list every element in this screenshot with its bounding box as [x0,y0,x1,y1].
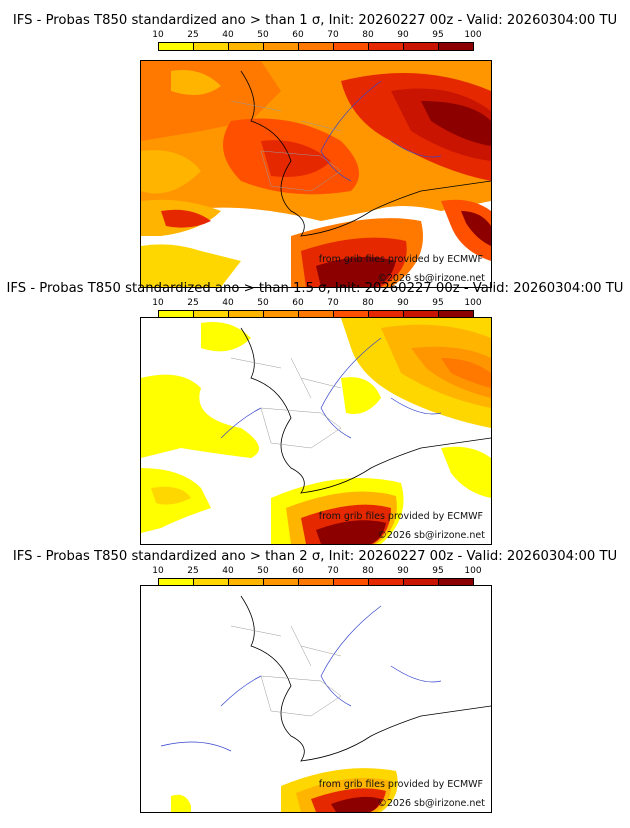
colorbar-label: 10 [152,566,164,576]
copyright-credit: ©2026 sb@irizone.net [377,530,485,541]
colorbar-segment [369,311,404,318]
colorbar-segment [404,43,439,50]
colorbar-segment [194,579,229,586]
colorbar-label: 25 [187,298,199,308]
colorbar [158,42,474,51]
panel-title: IFS - Probas T850 standardized ano > tha… [12,13,618,28]
colorbar-labels: 10 25 40 50 60 70 80 90 95 100 [150,566,490,576]
colorbar-segment [159,311,194,318]
probability-map: from grib files provided by ECMWF ©2026 … [140,585,492,813]
colorbar-segment [404,579,439,586]
colorbar-label: 60 [292,30,304,40]
colorbar-label: 95 [432,298,444,308]
colorbar-label: 70 [327,298,339,308]
probability-map: from grib files provided by ECMWF ©2026 … [140,317,492,545]
colorbar-segment [194,43,229,50]
colorbar-segment [369,43,404,50]
data-source-credit: from grib files provided by ECMWF [318,254,483,265]
data-source-credit: from grib files provided by ECMWF [318,511,483,522]
colorbar-segment [439,43,473,50]
colorbar-label: 50 [257,30,269,40]
colorbar-segment [299,311,334,318]
colorbar-segment [264,579,299,586]
colorbar-label: 70 [327,30,339,40]
colorbar-label: 10 [152,30,164,40]
colorbar-segment [194,311,229,318]
panel-title: IFS - Probas T850 standardized ano > tha… [12,549,618,564]
colorbar-label: 50 [257,298,269,308]
colorbar-segment [334,311,369,318]
colorbar-segment [404,311,439,318]
data-source-credit: from grib files provided by ECMWF [318,779,483,790]
colorbar-label: 95 [432,30,444,40]
colorbar-label: 90 [397,298,409,308]
copyright-credit: ©2026 sb@irizone.net [377,798,485,809]
colorbar-segment [229,311,264,318]
colorbar-segment [299,43,334,50]
colorbar-label: 40 [222,30,234,40]
colorbar-label: 80 [362,298,374,308]
colorbar-label: 25 [187,566,199,576]
colorbar-segment [439,311,473,318]
colorbar-label: 90 [397,566,409,576]
colorbar-label: 100 [464,566,482,576]
copyright-credit: ©2026 sb@irizone.net [377,273,485,284]
colorbar-label: 100 [464,298,482,308]
colorbar-segment [264,311,299,318]
colorbar-segment [229,579,264,586]
colorbar-segment [229,43,264,50]
colorbar-label: 25 [187,30,199,40]
colorbar-label: 50 [257,566,269,576]
colorbar-label: 10 [152,298,164,308]
colorbar-segment [439,579,473,586]
colorbar-labels: 10 25 40 50 60 70 80 90 95 100 [150,30,490,40]
colorbar-label: 40 [222,298,234,308]
probability-map: from grib files provided by ECMWF ©2026 … [140,60,492,288]
colorbar-segment [159,579,194,586]
colorbar-segment [369,579,404,586]
colorbar-label: 60 [292,298,304,308]
colorbar-label: 80 [362,30,374,40]
colorbar-label: 80 [362,566,374,576]
colorbar-label: 90 [397,30,409,40]
colorbar-label: 70 [327,566,339,576]
colorbar-segment [299,579,334,586]
colorbar-labels: 10 25 40 50 60 70 80 90 95 100 [150,298,490,308]
colorbar-segment [264,43,299,50]
colorbar-segment [334,579,369,586]
colorbar-segment [159,43,194,50]
colorbar-label: 40 [222,566,234,576]
colorbar-label: 100 [464,30,482,40]
colorbar-label: 60 [292,566,304,576]
colorbar-segment [334,43,369,50]
colorbar-label: 95 [432,566,444,576]
panel-title: IFS - Probas T850 standardized ano > tha… [6,281,624,296]
